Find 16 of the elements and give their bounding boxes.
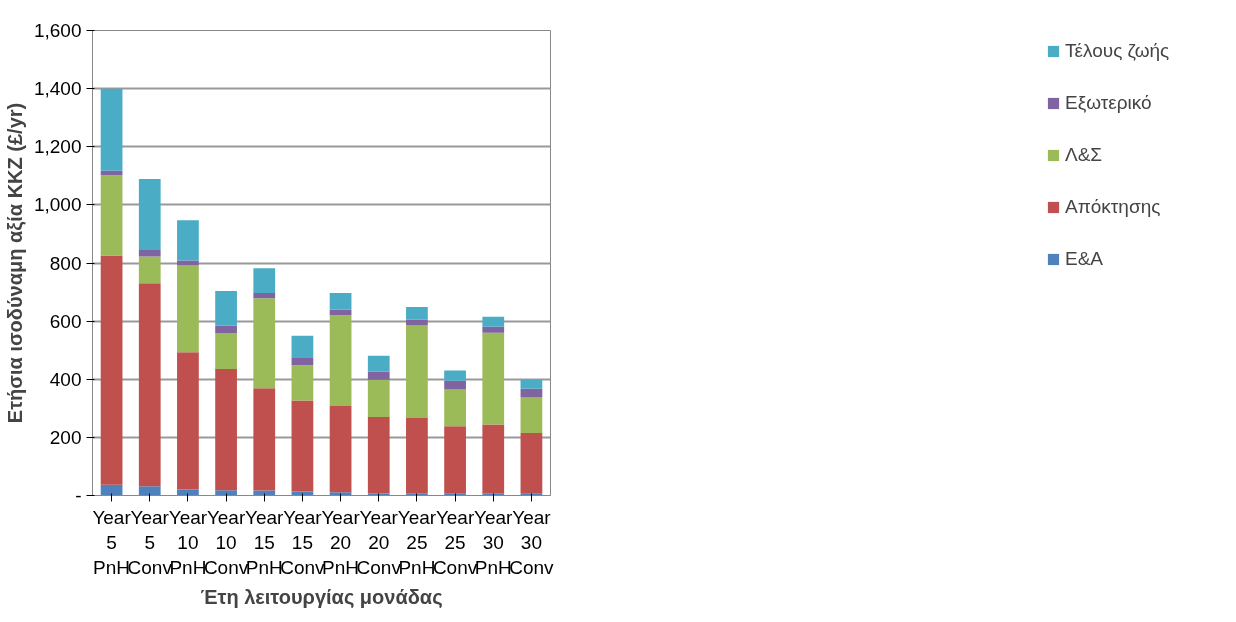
y-tick-label: 1,000	[33, 194, 82, 216]
legend-label: Λ&Σ	[1065, 144, 1104, 166]
y-axis-title: Ετήσια ισοδύναμη αξία ΚΚΖ (£/yr)	[3, 102, 26, 424]
y-tick-label: 200	[49, 426, 82, 448]
legend-label: Τέλους ζωής	[1065, 40, 1171, 62]
y-tick-label: 1,600	[33, 20, 82, 41]
y-tick-label: 400	[49, 368, 82, 390]
x-axis-title: Έτη λειτουργίας μονάδας	[200, 585, 443, 608]
y-tick-label: 1,200	[33, 136, 82, 158]
legend-label: Ε&Α	[1065, 248, 1105, 270]
y-tick-label: -	[75, 485, 82, 506]
legend-label: Εξωτερικό	[1065, 92, 1153, 114]
y-tick-label: 1,400	[33, 78, 82, 100]
y-tick-label: 800	[49, 252, 82, 274]
y-tick-label: 600	[49, 310, 82, 332]
legend-label: Απόκτησης	[1065, 196, 1162, 218]
